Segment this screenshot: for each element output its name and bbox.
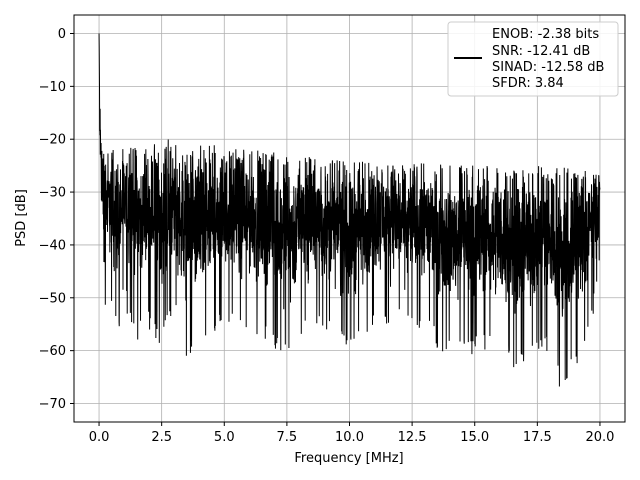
x-axis: 0.0 2.5 5.0 7.5 10.0 12.5 15.0 17.5 20.0 (89, 422, 614, 445)
x-tick-label: 7.5 (277, 430, 298, 445)
x-tick-label: 12.5 (398, 430, 427, 445)
x-tick-label: 20.0 (585, 430, 614, 445)
x-tick-label: 10.0 (335, 430, 364, 445)
legend-entry-sfdr: SFDR: 3.84 (492, 76, 564, 91)
x-tick-label: 0.0 (89, 430, 110, 445)
x-axis-title: Frequency [MHz] (294, 451, 403, 466)
psd-line (98, 33, 601, 387)
y-axis-title: PSD [dB] (14, 189, 29, 247)
legend-box (447, 21, 619, 97)
x-tick-label: 2.5 (151, 430, 172, 445)
y-tick-label: −40 (39, 238, 66, 253)
y-tick-label: −60 (39, 344, 66, 359)
y-tick-label: 0 (58, 27, 66, 42)
y-tick-label: −70 (39, 397, 66, 412)
legend-entry-sinad: SINAD: -12.58 dB (492, 60, 604, 75)
y-tick-label: −20 (39, 133, 66, 148)
legend-entry-snr: SNR: -12.41 dB (492, 44, 590, 59)
y-tick-label: −10 (39, 80, 66, 95)
x-tick-label: 15.0 (460, 430, 489, 445)
legend-entry-enob: ENOB: -2.38 bits (492, 27, 599, 42)
legend: ENOB: -2.38 bits SNR: -12.41 dB SINAD: -… (447, 21, 619, 97)
psd-series (98, 33, 601, 387)
y-tick-label: −30 (39, 186, 66, 201)
x-tick-label: 5.0 (214, 430, 235, 445)
y-tick-label: −50 (39, 291, 66, 306)
x-tick-label: 17.5 (523, 430, 552, 445)
y-axis: 0 −10 −20 −30 −40 −50 −60 −70 (39, 27, 74, 412)
grid (74, 15, 625, 422)
